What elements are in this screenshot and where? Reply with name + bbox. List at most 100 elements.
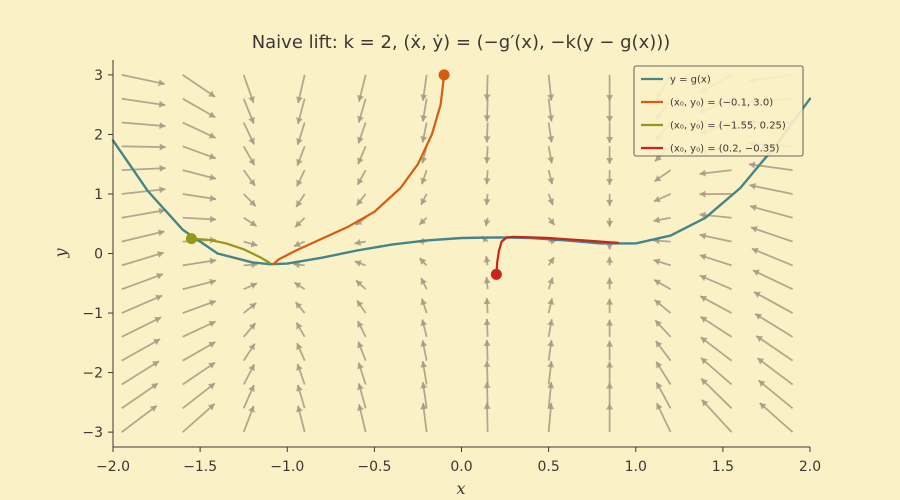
quiver-arrow-head [293, 261, 300, 269]
quiver-arrow-head [151, 383, 158, 390]
quiver-arrow [749, 204, 793, 219]
quiver-arrow-head [248, 158, 255, 166]
y-tick-label: −1 [82, 306, 103, 322]
quiver-arrow [606, 98, 614, 123]
quiver-arrow [121, 338, 161, 362]
quiver-arrow-shaft [182, 403, 216, 433]
quiver-arrow [242, 122, 255, 145]
quiver-arrow [121, 294, 163, 314]
quiver-arrow-head [296, 363, 303, 371]
quiver-arrow-head [357, 383, 364, 391]
quiver-arrow [121, 360, 160, 386]
start-point-1 [185, 233, 197, 245]
quiver-arrow [606, 217, 614, 227]
quiver-arrow-head [547, 340, 555, 347]
quiver-arrow [121, 404, 158, 433]
quiver-arrow [420, 340, 428, 361]
quiver-arrow-head [699, 232, 707, 240]
quiver-arrow-head [656, 382, 663, 390]
quiver-arrow-head [419, 258, 427, 265]
quiver-arrow-shaft [121, 294, 163, 314]
quiver-arrow-shaft [121, 121, 166, 128]
legend-label-0: y = g(x) [670, 75, 711, 86]
quiver-arrow-head [547, 361, 555, 368]
quiver-arrow [296, 146, 306, 166]
quiver-arrow [699, 169, 732, 177]
quiver-arrow-head [547, 198, 554, 205]
quiver-arrow [699, 295, 733, 314]
quiver-arrow-head [606, 340, 614, 347]
quiver-arrow-head [296, 179, 303, 187]
quiver-arrow [121, 382, 159, 410]
quiver-arrow [121, 229, 165, 243]
quiver-arrow-shaft [748, 163, 793, 172]
quiver-arrow-head [756, 335, 764, 343]
quiver-arrow-head [158, 207, 166, 215]
legend-box [633, 65, 804, 157]
quiver-arrow-head [483, 381, 491, 388]
quiver-arrow-head [483, 198, 491, 206]
quiver-arrow [653, 193, 671, 203]
quiver-arrow-head [248, 116, 255, 124]
quiver-arrow [748, 161, 793, 172]
quiver-arrow [756, 357, 794, 386]
quiver-arrow-head [159, 122, 166, 130]
quiver-arrow [547, 217, 556, 226]
quiver-arrow-head [606, 361, 614, 368]
quiver-arrow-head [483, 256, 491, 263]
quiver-arrow [547, 381, 555, 409]
quiver-arrow-head [700, 316, 708, 323]
quiver-arrow-head [208, 320, 216, 328]
quiver-arrow [606, 319, 614, 337]
x-tick-label: 1.0 [625, 459, 647, 475]
quiver-arrow [483, 146, 491, 164]
quiver-arrow-head [483, 219, 491, 227]
quiver-arrow [483, 122, 491, 143]
quiver-arrow-head [354, 239, 362, 246]
quiver-arrow [420, 193, 428, 206]
quiver-arrow-shaft [121, 145, 166, 149]
quiver-arrow-head [209, 257, 217, 265]
quiver-arrow-head [207, 383, 215, 390]
quiver-arrow [606, 298, 614, 314]
quiver-arrow-head [699, 190, 706, 198]
quiver-arrow-head [357, 362, 364, 370]
quiver-arrow-head [357, 341, 364, 349]
quiver-arrow [294, 217, 306, 228]
quiver-arrow-head [159, 143, 166, 151]
quiver-arrow [293, 261, 305, 269]
quiver-arrow [754, 313, 794, 338]
quiver-arrow [296, 98, 306, 125]
quiver-arrow [701, 399, 733, 433]
quiver-arrow-shaft [750, 226, 793, 243]
quiver-arrow-head [606, 256, 614, 263]
quiver-arrow-head [208, 299, 216, 307]
quiver-arrow [242, 98, 255, 124]
quiver-arrow-head [759, 402, 767, 410]
quiver-arrow-head [208, 362, 216, 369]
quiver-arrow-shaft [182, 97, 216, 119]
quiver-arrow [420, 122, 428, 143]
quiver-arrow-head [748, 161, 756, 169]
quiver-arrow [182, 361, 216, 386]
quiver-arrow [483, 339, 491, 361]
quiver-arrow [547, 360, 555, 385]
quiver-arrow [547, 169, 555, 185]
quiver-arrow [547, 277, 555, 290]
quiver-arrow-shaft [121, 382, 159, 410]
quiver-arrow [699, 253, 732, 267]
quiver-arrow-head [420, 197, 427, 205]
quiver-arrow-head [420, 319, 428, 327]
quiver-arrow [606, 146, 614, 164]
quiver-arrow-head [149, 405, 157, 413]
quiver-arrow-head [606, 382, 614, 389]
quiver-arrow-shaft [121, 316, 162, 338]
quiver-arrow [357, 74, 367, 102]
quiver-arrow-head [483, 136, 491, 143]
quiver-arrow-head [209, 215, 217, 223]
quiver-arrow-head [700, 337, 708, 344]
quiver-arrow-head [483, 360, 491, 367]
quiver-arrow [606, 403, 614, 433]
quiver-arrow [121, 251, 165, 267]
quiver-arrow [182, 74, 216, 98]
